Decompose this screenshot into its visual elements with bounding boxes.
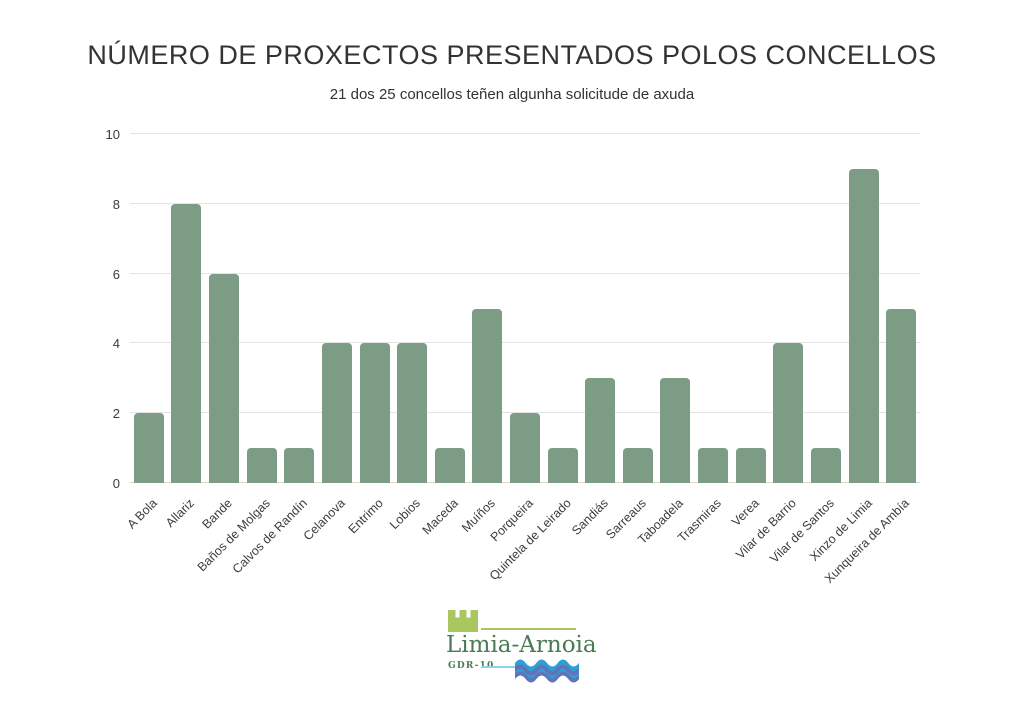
y-tick-label: 10 [105,127,120,142]
logo: Limia-Arnoia GDR-10 [444,606,597,696]
bar-sarreaus [622,448,653,483]
gridline [130,272,920,274]
bar-lobios [397,343,428,483]
bar-taboadela [660,378,691,483]
bar-bande [209,273,240,483]
gridline [130,133,920,134]
chart-title: NÚMERO DE PROXECTOS PRESENTADOS POLOS CO… [87,40,937,70]
bar-xunqueira-de-ambía [886,308,917,483]
gridline [130,202,920,204]
bar-vilar-de-barrio [773,343,804,483]
x-tick-label: Lobios [387,496,424,533]
logo-divider-green [481,628,576,630]
bar-porqueira [510,413,540,483]
x-axis-labels: A Bola Allariz Bande Baños de Molgas Calvos … [124,494,920,604]
x-tick-label: Allariz [163,496,198,531]
bar-vilar-de-santos [810,448,841,483]
y-tick-label: 8 [112,196,120,212]
bar-calvos-de-randín [284,448,315,483]
bar-baños-de-molgas [246,448,277,483]
y-tick-label: 2 [112,406,120,422]
logo-subname: GDR-10 [448,661,495,671]
logo-divider-blue [482,666,515,668]
chart-subtitle: 21 dos 25 concellos teñen algunha solici… [329,86,695,103]
x-tick-label: A Bola [124,496,160,532]
bar-trasmiras [698,448,729,483]
bar-verea [735,448,766,483]
bar-a-bola [133,413,164,483]
castle-icon [448,610,478,632]
bar-celanova [321,343,352,483]
bar-allariz [171,203,202,483]
x-tick-label: Entrimo [345,496,386,537]
x-tick-label: Maceda [419,496,461,538]
bar-entrimo [359,343,390,483]
bar-quintela-de-leirado [547,448,578,483]
bar-sandiás [585,378,616,483]
logo-name: Limia-Arnoia [446,632,597,658]
plot-area [130,133,920,483]
x-tick-label: Bande [199,496,235,532]
gridline [130,342,920,344]
y-tick-label: 4 [112,336,120,352]
gridline [130,412,920,414]
bar-maceda [434,448,465,483]
y-tick-label: 0 [112,476,120,491]
bar-xinzo-de-limia [848,168,879,483]
wave-icon [515,659,579,683]
bar-muíños [472,308,503,483]
y-tick-label: 6 [112,266,120,282]
x-tick-label: Verea [728,496,762,530]
